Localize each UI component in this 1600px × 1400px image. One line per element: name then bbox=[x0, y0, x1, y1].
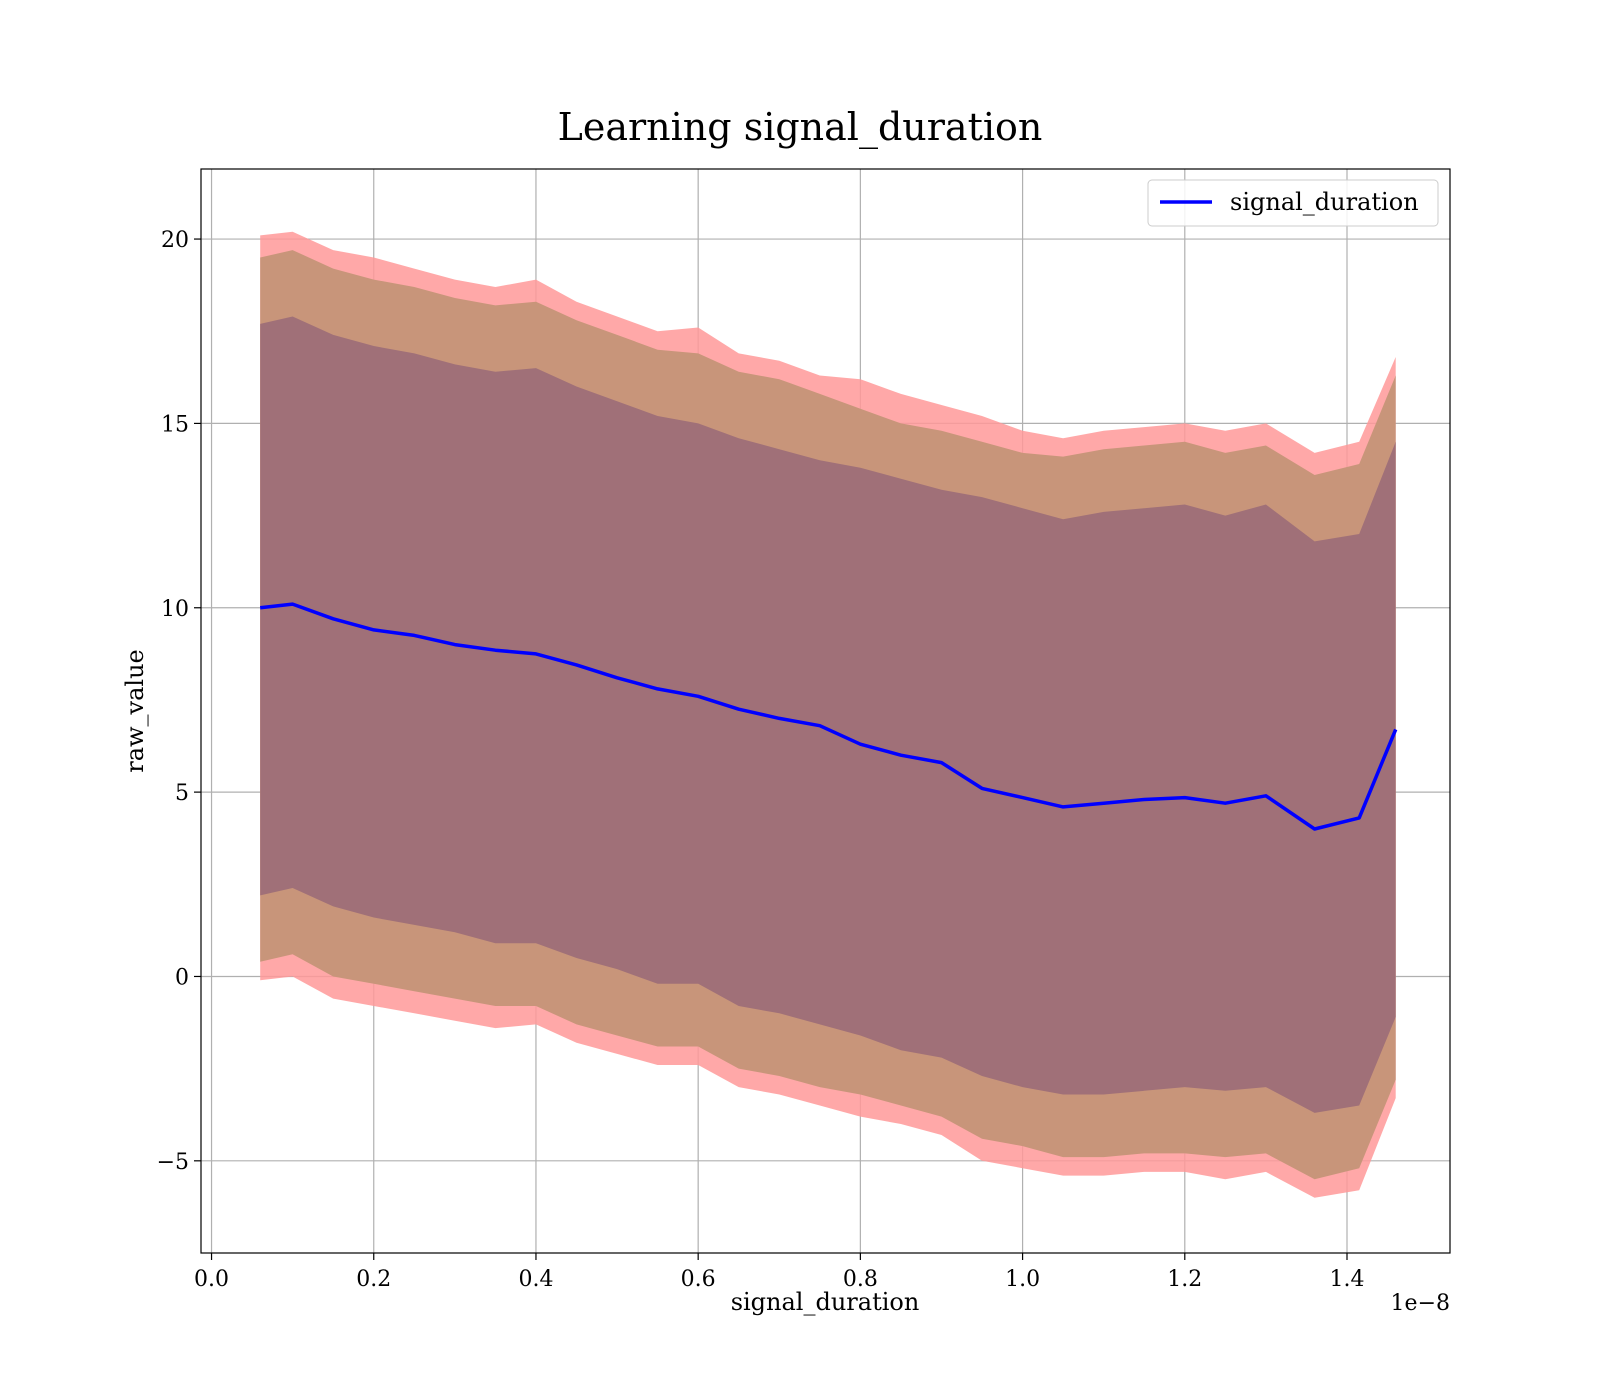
y-tick-label: 5 bbox=[175, 781, 189, 806]
y-tick-label: 15 bbox=[161, 412, 189, 437]
y-tick-label: 20 bbox=[161, 228, 189, 253]
x-axis-label: signal_duration bbox=[731, 1288, 920, 1316]
x-ticks: 0.0 0.2 0.4 0.6 0.8 1.0 1.2 1.4 bbox=[194, 1253, 1364, 1292]
series-lines bbox=[260, 602, 1398, 831]
bands bbox=[260, 231, 1396, 1198]
plot-frame bbox=[200, 168, 1451, 1254]
y-tick-label: 0 bbox=[175, 965, 189, 990]
x-offset-text: 1e−8 bbox=[1391, 1291, 1450, 1316]
legend: signal_duration bbox=[1147, 179, 1439, 227]
x-tick-label: 1.4 bbox=[1329, 1267, 1364, 1292]
x-tick-label: 0.6 bbox=[681, 1267, 716, 1292]
y-axis-label: raw_value bbox=[121, 649, 149, 773]
x-tick-label: 0.8 bbox=[843, 1267, 878, 1292]
y-tick-label: −5 bbox=[157, 1150, 189, 1175]
x-tick-label: 1.0 bbox=[1005, 1267, 1040, 1292]
x-tick-label: 1.2 bbox=[1167, 1267, 1202, 1292]
band-inner bbox=[260, 316, 1396, 1113]
x-tick-label: 0.4 bbox=[518, 1267, 553, 1292]
legend-box bbox=[1147, 179, 1439, 227]
x-tick-label: 0.0 bbox=[194, 1267, 229, 1292]
y-tick-label: 10 bbox=[161, 597, 189, 622]
x-tick-label: 0.2 bbox=[356, 1267, 391, 1292]
series-line-signal_duration bbox=[260, 602, 1398, 831]
y-ticks: −5 0 5 10 15 20 bbox=[157, 228, 201, 1175]
legend-label: signal_duration bbox=[1230, 188, 1419, 216]
chart-title: Learning signal_duration bbox=[558, 105, 1043, 150]
